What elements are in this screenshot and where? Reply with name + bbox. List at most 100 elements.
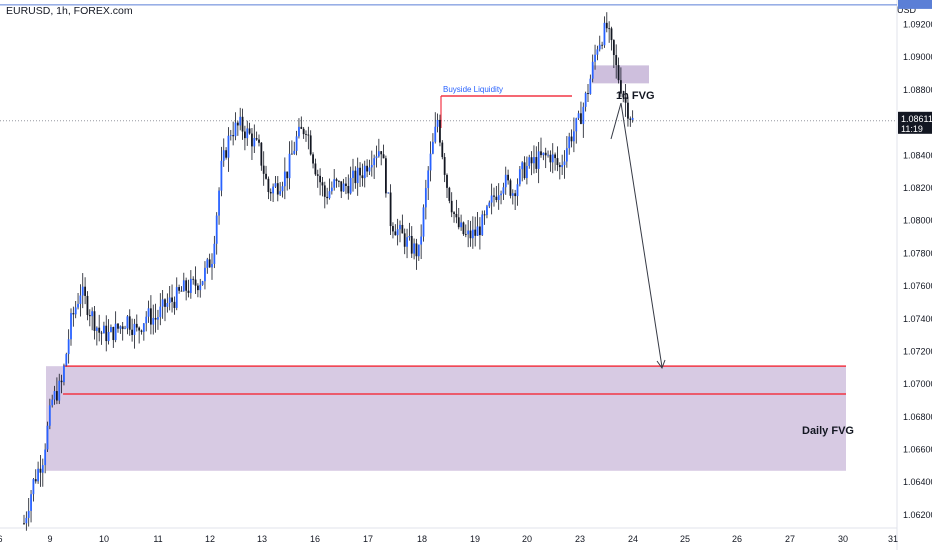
candle-78 bbox=[206, 259, 209, 268]
candle-132 bbox=[333, 179, 336, 188]
xtick-label-8: 18 bbox=[417, 534, 427, 544]
candle-219 bbox=[537, 151, 540, 169]
candle-202 bbox=[497, 195, 500, 201]
candle-19 bbox=[67, 339, 70, 355]
candle-87 bbox=[227, 135, 230, 158]
candle-18 bbox=[65, 354, 68, 366]
candle-208 bbox=[511, 193, 514, 196]
daily-fvg-zone bbox=[46, 366, 846, 471]
candle-192 bbox=[474, 229, 477, 236]
candle-129 bbox=[326, 196, 329, 199]
candle-211 bbox=[518, 169, 521, 185]
candle-213 bbox=[523, 162, 526, 179]
candle-96 bbox=[248, 128, 251, 134]
candle-50 bbox=[140, 330, 143, 332]
candle-54 bbox=[150, 308, 152, 325]
candle-233 bbox=[570, 136, 573, 142]
candle-42 bbox=[121, 326, 124, 329]
candle-147 bbox=[368, 167, 371, 172]
candle-65 bbox=[175, 287, 178, 308]
candle-133 bbox=[335, 179, 338, 182]
candle-86 bbox=[225, 150, 227, 158]
candle-197 bbox=[486, 206, 488, 216]
candle-188 bbox=[464, 234, 467, 235]
candle-176 bbox=[436, 119, 439, 127]
candle-231 bbox=[565, 148, 568, 162]
candle-45 bbox=[128, 316, 131, 330]
ytick-label-7: 1.07600 bbox=[903, 281, 932, 291]
candle-63 bbox=[171, 297, 173, 302]
candle-167 bbox=[415, 243, 418, 257]
currency-label: USD bbox=[896, 5, 916, 15]
candle-151 bbox=[377, 151, 380, 157]
candle-90 bbox=[234, 122, 237, 137]
candle-102 bbox=[262, 165, 265, 174]
candle-181 bbox=[448, 187, 451, 201]
candle-214 bbox=[526, 166, 528, 179]
candle-244 bbox=[596, 49, 599, 55]
candle-224 bbox=[549, 154, 552, 163]
candle-125 bbox=[316, 174, 319, 176]
candle-195 bbox=[481, 214, 484, 236]
candle-28 bbox=[88, 315, 91, 317]
candle-29 bbox=[91, 311, 94, 317]
candle-229 bbox=[561, 165, 564, 168]
candle-61 bbox=[166, 302, 169, 307]
candle-178 bbox=[441, 142, 444, 158]
candle-27 bbox=[86, 295, 89, 316]
candle-170 bbox=[422, 207, 425, 237]
candle-150 bbox=[375, 156, 378, 159]
candle-227 bbox=[556, 158, 559, 166]
candle-21 bbox=[72, 313, 75, 315]
candle-187 bbox=[462, 222, 465, 235]
candle-140 bbox=[352, 170, 354, 178]
candle-163 bbox=[406, 237, 408, 247]
candle-175 bbox=[434, 126, 437, 142]
candle-88 bbox=[229, 135, 232, 136]
candle-126 bbox=[319, 175, 321, 183]
ytick-label-2: 1.06600 bbox=[903, 445, 932, 455]
candle-46 bbox=[131, 329, 133, 335]
candle-17 bbox=[63, 365, 65, 383]
ytick-label-5: 1.07200 bbox=[903, 346, 932, 356]
candle-67 bbox=[180, 290, 183, 292]
candle-223 bbox=[547, 154, 549, 156]
candle-82 bbox=[215, 215, 218, 244]
candle-117 bbox=[298, 126, 300, 137]
candle-100 bbox=[258, 139, 260, 143]
candle-250 bbox=[610, 28, 613, 41]
candle-47 bbox=[133, 323, 136, 335]
candle-36 bbox=[107, 331, 110, 342]
candle-83 bbox=[218, 190, 220, 216]
candle-39 bbox=[114, 323, 117, 341]
candle-160 bbox=[399, 224, 401, 230]
candle-135 bbox=[340, 181, 343, 192]
candle-146 bbox=[366, 165, 368, 172]
candle-14 bbox=[56, 391, 58, 401]
xtick-label-0: 6 bbox=[0, 534, 3, 544]
candle-122 bbox=[309, 135, 312, 155]
candle-198 bbox=[488, 202, 491, 207]
candle-196 bbox=[483, 214, 486, 216]
candle-25 bbox=[81, 286, 84, 296]
candle-115 bbox=[293, 150, 296, 154]
candle-31 bbox=[95, 327, 98, 331]
candle-2 bbox=[27, 510, 30, 518]
candle-218 bbox=[535, 157, 538, 169]
xtick-label-17: 31 bbox=[888, 534, 898, 544]
candle-53 bbox=[147, 308, 150, 317]
candle-58 bbox=[159, 306, 162, 318]
candle-75 bbox=[199, 284, 202, 291]
candle-24 bbox=[79, 295, 82, 304]
candle-162 bbox=[403, 233, 406, 247]
candle-30 bbox=[93, 311, 96, 331]
candle-216 bbox=[530, 157, 533, 164]
candle-114 bbox=[291, 153, 293, 155]
candle-1 bbox=[25, 517, 28, 524]
candle-177 bbox=[439, 119, 441, 143]
candle-157 bbox=[392, 226, 394, 232]
candle-76 bbox=[201, 281, 204, 285]
candle-73 bbox=[194, 279, 197, 286]
candle-234 bbox=[573, 131, 575, 142]
